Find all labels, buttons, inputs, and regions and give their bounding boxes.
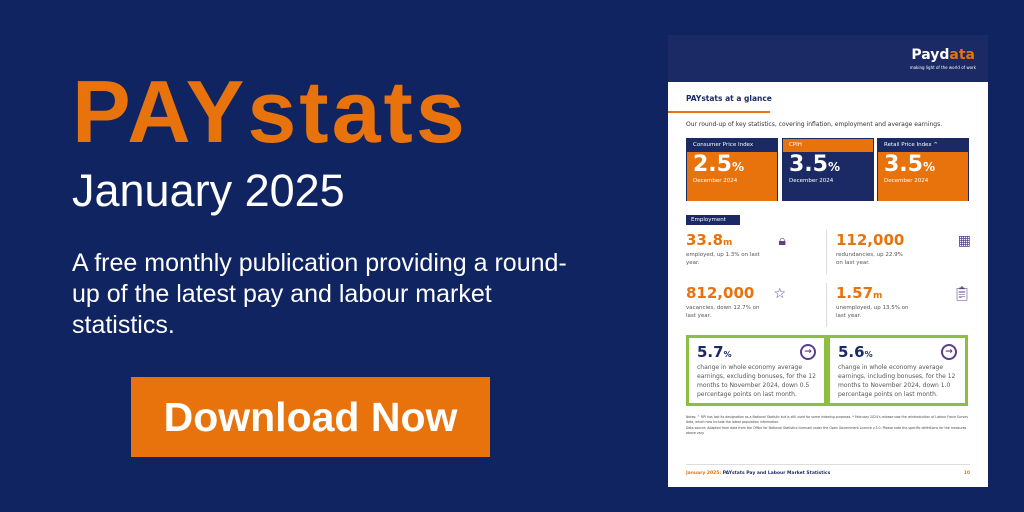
document-preview: Paydata making light of the world of wor…: [668, 35, 988, 487]
earnings-card-incl: 5.6% change in whole economy average ear…: [827, 335, 968, 406]
price-card-cpi: Consumer Price Index 2.5% December 2024: [686, 138, 778, 201]
brand-title: PAYstats: [72, 62, 468, 161]
earnings-card-excl: 5.7% change in whole economy average ear…: [686, 335, 827, 406]
arrow-right-circle-icon: →: [800, 344, 816, 360]
price-card-cpih: CPIH 3.5% December 2024: [782, 138, 874, 201]
notes: Notes: ^ RPI has lost its designation as…: [686, 415, 969, 435]
arrow-right-circle-icon: →: [941, 344, 957, 360]
stat-vacancies: 812,000 vacancies, down 12.7% on last ye…: [686, 284, 786, 320]
paydata-logo: Paydata: [911, 47, 975, 63]
doc-title: PAYstats at a glance: [686, 94, 772, 103]
divider: [826, 230, 827, 274]
document-header: Paydata making light of the world of wor…: [668, 35, 988, 82]
logo-tagline: making light of the world of work: [909, 65, 976, 70]
doc-intro: Our round-up of key statistics, covering…: [686, 121, 943, 128]
price-card-rpi: Retail Price Index ^ 3.5% December 2024: [877, 138, 969, 201]
employment-label: Employment: [686, 215, 740, 225]
barrier-icon: ▦: [957, 233, 971, 249]
issue-date: January 2025: [72, 165, 345, 216]
doc-footer: January 2025: PAYstats Pay and Labour Ma…: [686, 464, 970, 476]
stat-employed: 33.8m employed, up 1.3% on last year. 🔒︎: [686, 231, 786, 267]
star-icon: ☆: [773, 286, 786, 302]
download-button[interactable]: Download Now: [131, 377, 490, 457]
clipboard-icon: 📋︎: [953, 286, 971, 302]
description: A free monthly publication providing a r…: [72, 249, 567, 339]
divider: [826, 283, 827, 327]
stat-unemployed: 1.57m unemployed, up 13.5% on last year.…: [836, 284, 971, 320]
card-label: Retail Price Index ^: [878, 139, 968, 152]
title-underline: [668, 111, 770, 113]
card-label: Consumer Price Index: [687, 139, 777, 152]
card-label: CPIH: [783, 139, 873, 152]
stat-redundancies: 112,000 redundancies, up 22.9% on last y…: [836, 231, 971, 267]
page-number: 10: [963, 471, 970, 476]
lock-icon: 🔒︎: [778, 233, 786, 249]
